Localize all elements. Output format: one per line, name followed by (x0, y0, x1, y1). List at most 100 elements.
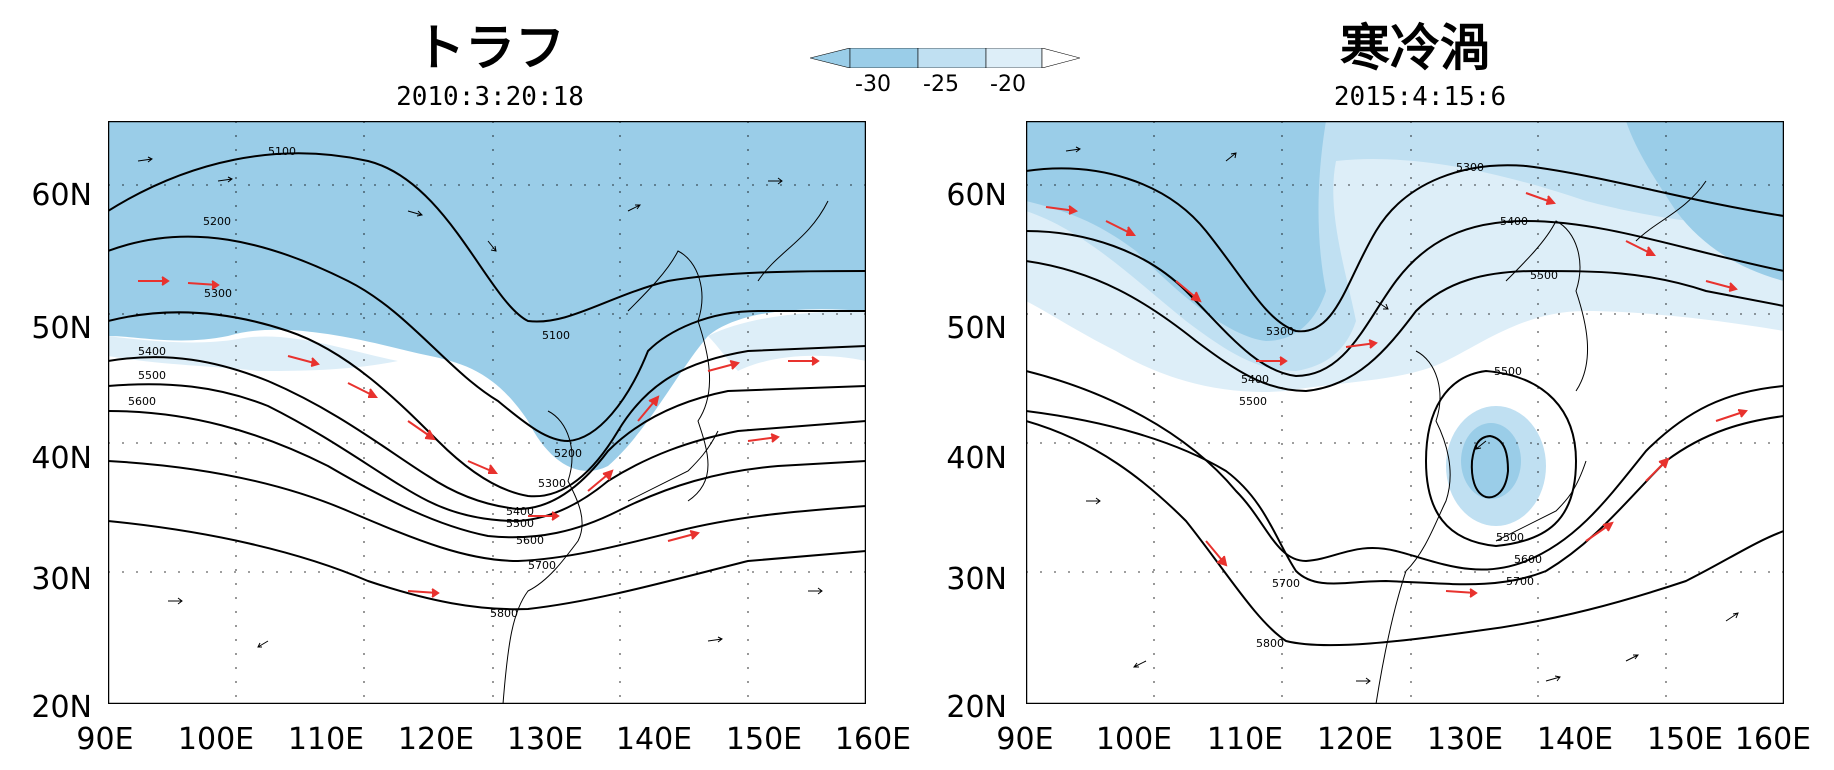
contour-5400 (1026, 219, 1784, 378)
strong-wind-arrow (788, 356, 820, 366)
japan-coast (627, 430, 719, 502)
strong-wind-arrow (1345, 339, 1378, 349)
lon-label-130e-right: 130E (1426, 722, 1504, 757)
contour-label-5800-b: 5800 (490, 607, 518, 620)
lon-label-140e: 140E (615, 722, 693, 757)
strong-wind-arrow (407, 420, 436, 441)
colorbar-label-3: -20 (990, 72, 1026, 97)
strong-wind-arrow (1585, 521, 1614, 542)
lon-label-90e-right: 90E (996, 722, 1054, 757)
strong-wind-arrow (467, 460, 498, 474)
strong-wind-arrow (707, 360, 740, 372)
contour-label-5700-b: 5700 (528, 559, 556, 572)
lon-label-110e: 110E (287, 722, 365, 757)
wind-arrow (407, 210, 424, 217)
lat-label-30n: 30N (31, 562, 92, 597)
strong-wind-arrow (1715, 409, 1748, 422)
temperature-fill-cold (108, 121, 866, 471)
contour-label-5600-b: 5600 (516, 534, 544, 547)
contour-label-5300-b: 5300 (1266, 325, 1294, 338)
colorbar-cell-1 (809, 47, 851, 69)
contour-label-5700-b: 5700 (1506, 575, 1534, 588)
wind-arrow (217, 176, 233, 183)
strong-wind-arrow (1445, 588, 1478, 598)
strong-wind-arrow (347, 382, 378, 398)
contour-label-5700-a: 5700 (1272, 577, 1300, 590)
lon-label-160e: 160E (834, 722, 912, 757)
contour-label-5500-a: 5500 (138, 369, 166, 382)
colorbar-label-1: -30 (855, 72, 891, 97)
strong-wind-arrow (1625, 240, 1656, 256)
contour-label-5100-b: 5100 (542, 329, 570, 342)
contour-label-5500-d: 5500 (1496, 531, 1524, 544)
wind-arrow (257, 640, 269, 648)
contour-label-5300-a: 5300 (204, 287, 232, 300)
colorbar-cell-5 (1041, 47, 1082, 69)
japan-coast (1495, 460, 1587, 542)
strong-wind-arrow (1256, 356, 1288, 366)
colorbar (809, 47, 1082, 72)
wind-arrow (137, 156, 153, 163)
wind-arrow (1625, 654, 1639, 662)
contour-label-5400-a: 5400 (1500, 215, 1528, 228)
cold-vortex-fill-core (1461, 423, 1521, 499)
contour-5600 (1026, 370, 1784, 571)
lon-label-100e: 100E (177, 722, 255, 757)
panel-1-title: トラフ (415, 19, 565, 77)
lon-label-90e: 90E (76, 722, 134, 757)
temperature-fill-light (108, 336, 398, 371)
contour-5400 (108, 356, 866, 511)
wind-arrow (168, 597, 183, 605)
contour-5200 (108, 235, 866, 443)
strong-wind-arrow (1175, 280, 1202, 303)
contour-label-5400-b: 5400 (506, 505, 534, 518)
lat-label-60n: 60N (31, 178, 92, 213)
contour-5300 (1026, 164, 1784, 333)
contour-5100 (108, 152, 866, 323)
lat-label-20n: 20N (31, 690, 92, 725)
wind-arrow (1225, 152, 1237, 162)
lon-label-120e-right: 120E (1316, 722, 1394, 757)
contour-label-5500-c: 5500 (1494, 365, 1522, 378)
strong-wind-arrow (1645, 457, 1670, 482)
wind-arrow (808, 587, 823, 595)
contour-label-5500-b: 5500 (1239, 395, 1267, 408)
contour-5500 (108, 383, 866, 523)
contour-label-5500-a: 5500 (1530, 269, 1558, 282)
lon-label-140e-right: 140E (1536, 722, 1614, 757)
lon-label-150e: 150E (725, 722, 803, 757)
lon-label-130e: 130E (506, 722, 584, 757)
contour-label-5300-a: 5300 (1456, 161, 1484, 174)
contour-5700 (108, 460, 866, 563)
lon-label-120e: 120E (397, 722, 475, 757)
panel-2-subtitle: 2015:4:15:6 (1333, 82, 1507, 112)
temperature-fill-cold (1026, 121, 1326, 341)
contour-5800 (108, 520, 866, 611)
lat-label-40n: 40N (31, 441, 92, 476)
colorbar-cell-3 (917, 47, 987, 69)
strong-wind-arrow (747, 433, 780, 443)
wind-arrow (1475, 440, 1487, 450)
wind-arrow (487, 240, 497, 252)
wind-arrow (1725, 612, 1739, 622)
lat-label-50n-right: 50N (946, 311, 1007, 346)
contour-label-5500-b: 5500 (506, 517, 534, 530)
contour-label-5800-a: 5800 (1256, 637, 1284, 650)
wind-arrow (1086, 497, 1101, 505)
coastline (1375, 180, 1707, 704)
contour-label-5200-a: 5200 (203, 215, 231, 228)
lon-label-160e-right: 160E (1734, 722, 1812, 757)
contour-label-5400-b: 5400 (1241, 373, 1269, 386)
wind-arrow (1356, 677, 1371, 685)
strong-wind-arrow (587, 469, 614, 492)
strong-wind-arrow (637, 395, 660, 422)
contour-5500 (1026, 260, 1784, 393)
strong-wind-arrow (138, 276, 170, 286)
strong-wind-arrow (187, 280, 220, 290)
lon-label-110e-right: 110E (1206, 722, 1284, 757)
contour-label-5300-b: 5300 (538, 477, 566, 490)
panel-1-subtitle: 2010:3:20:18 (396, 82, 584, 112)
colorbar-label-2: -25 (923, 72, 959, 97)
colorbar-cell-4 (985, 47, 1043, 69)
wind-arrow (768, 177, 783, 185)
